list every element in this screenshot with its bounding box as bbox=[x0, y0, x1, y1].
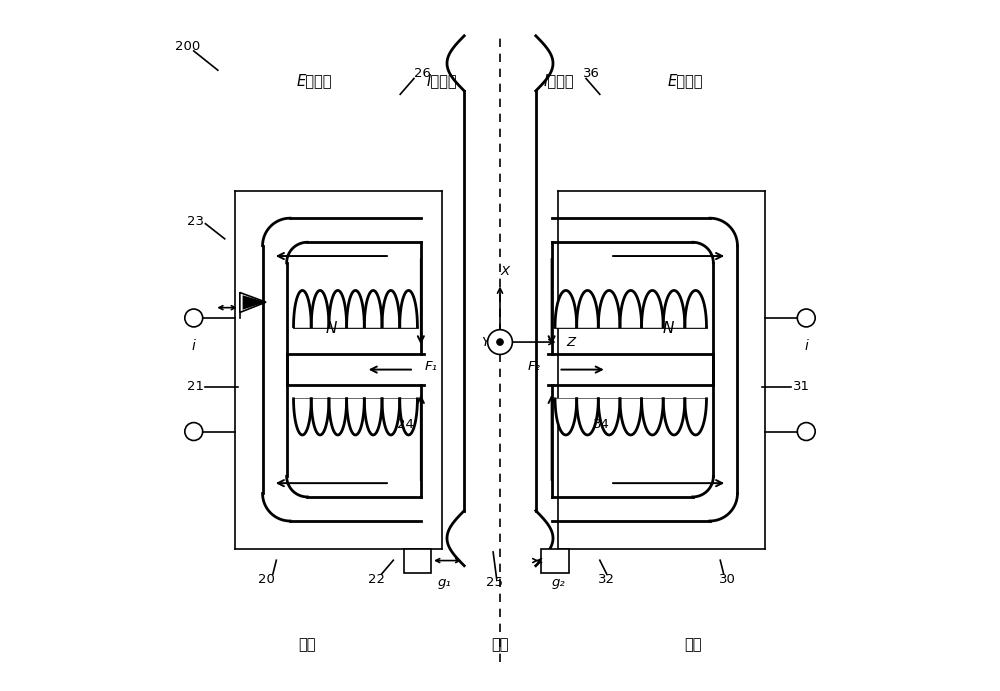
Text: 34: 34 bbox=[593, 418, 610, 431]
Bar bbox=[541, 549, 569, 573]
Text: 24: 24 bbox=[397, 418, 414, 431]
Polygon shape bbox=[240, 292, 266, 312]
Text: 32: 32 bbox=[598, 573, 615, 586]
Text: I型铁芯: I型铁芯 bbox=[426, 73, 457, 88]
Text: 36: 36 bbox=[583, 67, 599, 80]
Text: 30: 30 bbox=[719, 573, 736, 586]
Text: i: i bbox=[804, 339, 808, 352]
Text: 25: 25 bbox=[486, 576, 503, 589]
Text: 滑块: 滑块 bbox=[684, 637, 701, 652]
Text: Y: Y bbox=[481, 336, 489, 348]
Text: g₁: g₁ bbox=[438, 576, 452, 589]
Text: 20: 20 bbox=[258, 573, 274, 586]
Text: g₂: g₂ bbox=[552, 576, 565, 589]
Circle shape bbox=[185, 309, 203, 327]
Text: X: X bbox=[500, 265, 509, 278]
Text: N: N bbox=[326, 321, 337, 336]
Circle shape bbox=[797, 423, 815, 440]
Circle shape bbox=[488, 330, 512, 354]
Circle shape bbox=[797, 309, 815, 327]
Text: 滑块: 滑块 bbox=[299, 637, 316, 652]
Text: F₁: F₁ bbox=[424, 359, 437, 372]
Text: 21: 21 bbox=[187, 380, 204, 393]
Text: 导轨: 导轨 bbox=[491, 637, 509, 652]
Text: i: i bbox=[192, 339, 196, 352]
Text: 200: 200 bbox=[175, 39, 200, 53]
Circle shape bbox=[185, 423, 203, 440]
Text: 22: 22 bbox=[368, 573, 385, 586]
Polygon shape bbox=[243, 295, 266, 310]
Text: 31: 31 bbox=[792, 380, 809, 393]
Circle shape bbox=[497, 339, 503, 346]
Bar bbox=[404, 549, 431, 573]
Text: E型铁芯: E型铁芯 bbox=[296, 73, 332, 88]
Text: Z: Z bbox=[566, 336, 575, 348]
Text: I型铁芯: I型铁芯 bbox=[543, 73, 574, 88]
Text: N: N bbox=[663, 321, 674, 336]
Text: E型铁芯: E型铁芯 bbox=[668, 73, 704, 88]
Text: 23: 23 bbox=[187, 215, 204, 228]
Text: F₂: F₂ bbox=[528, 359, 541, 372]
Text: 26: 26 bbox=[414, 67, 431, 80]
